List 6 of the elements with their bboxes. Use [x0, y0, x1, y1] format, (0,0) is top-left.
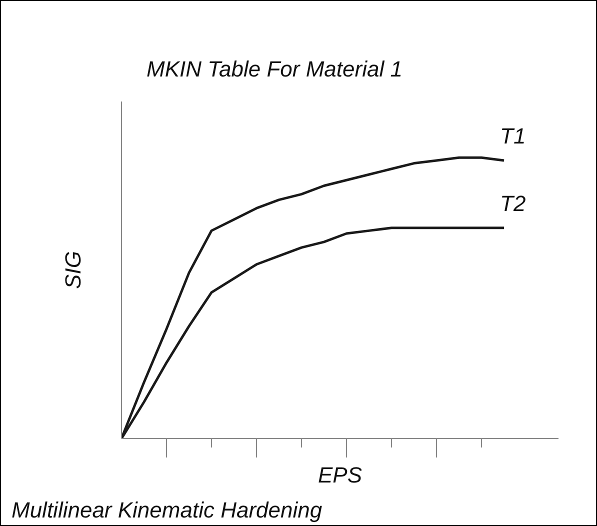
- y-axis-title: SIG: [60, 251, 86, 289]
- text: Multilinear Kinematic Hardening: [12, 498, 323, 522]
- series-label: T1: [500, 123, 526, 148]
- x-axis-title: EPS: [318, 462, 362, 488]
- chart-title: MKIN Table For Material 1: [146, 56, 402, 82]
- series-label: T2: [500, 190, 526, 216]
